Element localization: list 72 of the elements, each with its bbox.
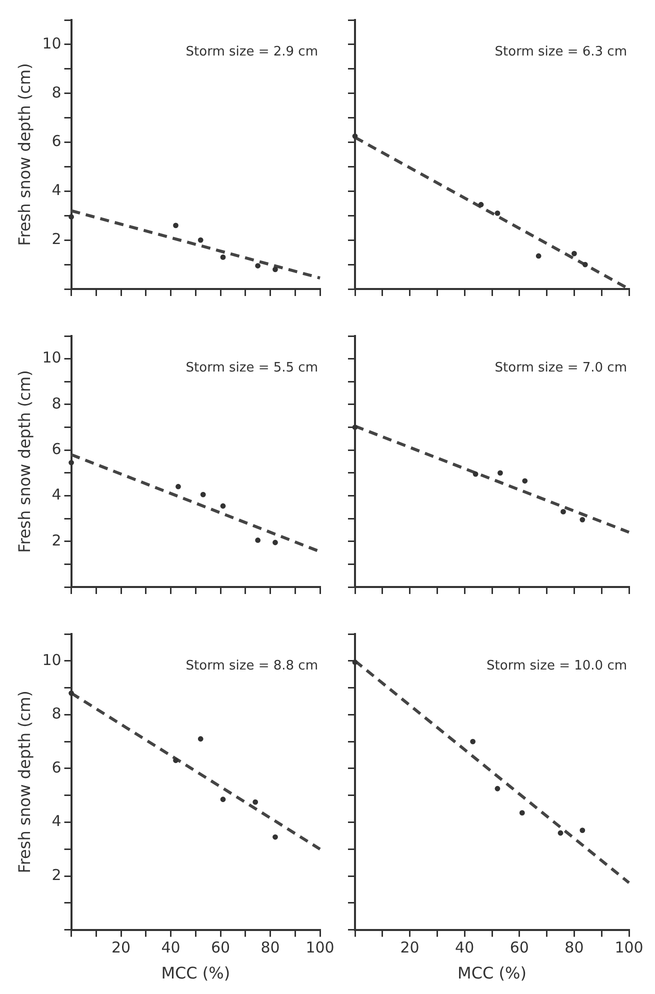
point	[255, 538, 261, 543]
y-tick-label: 8	[52, 394, 62, 412]
x-tick-label: 100	[614, 938, 644, 957]
point	[272, 834, 278, 840]
y-tick-label: 4	[52, 812, 62, 830]
y-tick-label: 2	[52, 866, 62, 884]
point	[200, 492, 206, 498]
x-tick-label: 40	[161, 938, 180, 957]
annotation: Storm size = 10.0 cm	[486, 658, 627, 674]
point	[220, 254, 226, 260]
point	[519, 810, 525, 816]
point	[522, 478, 528, 484]
point	[220, 503, 226, 509]
annotation: Storm size = 8.8 cm	[186, 658, 318, 674]
point	[68, 214, 74, 220]
point	[498, 470, 503, 476]
point	[536, 253, 542, 259]
point	[220, 796, 226, 802]
point	[176, 484, 181, 490]
point	[470, 738, 476, 744]
point	[252, 799, 258, 805]
y-tick-label: 10	[42, 650, 62, 669]
annotation: Storm size = 5.5 cm	[186, 360, 318, 376]
point	[352, 424, 358, 430]
y-axis-title: Fresh snow depth (cm)	[14, 63, 34, 246]
x-tick-label: 40	[455, 938, 474, 957]
point	[478, 202, 484, 208]
point	[572, 250, 577, 256]
x-axis-title: MCC (%)	[458, 964, 526, 983]
point	[173, 222, 178, 228]
point	[558, 830, 564, 836]
x-tick-label: 80	[260, 938, 280, 957]
point	[272, 266, 278, 272]
y-axis-title: Fresh snow depth (cm)	[14, 370, 34, 553]
point	[580, 516, 586, 522]
annotation: Storm size = 2.9 cm	[186, 44, 318, 60]
y-tick-label: 10	[42, 34, 62, 52]
annotation: Storm size = 6.3 cm	[494, 44, 627, 60]
annotation: Storm size = 7.0 cm	[494, 360, 627, 376]
point	[352, 660, 358, 665]
x-tick-label: 60	[210, 938, 230, 957]
x-tick-label: 80	[564, 938, 584, 957]
y-tick-label: 2	[52, 531, 62, 550]
y-tick-label: 8	[52, 704, 62, 723]
point	[272, 540, 278, 546]
point	[472, 471, 478, 477]
point	[494, 786, 500, 792]
point	[198, 237, 204, 243]
point	[198, 736, 204, 742]
point	[580, 828, 586, 834]
x-tick-label: 20	[111, 938, 131, 957]
x-tick-label: 20	[400, 938, 420, 957]
y-tick-label: 6	[52, 132, 62, 150]
x-axis-title: MCC (%)	[161, 964, 230, 983]
y-axis-title: Fresh snow depth (cm)	[14, 690, 34, 874]
point	[68, 460, 74, 466]
point	[255, 263, 261, 268]
x-tick-label: 60	[510, 938, 529, 957]
x-tick-label: 100	[306, 938, 334, 957]
point	[560, 509, 566, 514]
y-tick-label: 4	[52, 486, 62, 504]
y-tick-label: 4	[52, 181, 62, 200]
point	[582, 262, 588, 268]
y-tick-label: 2	[52, 230, 62, 248]
point	[494, 210, 500, 216]
y-tick-label: 8	[52, 83, 62, 102]
point	[352, 133, 358, 139]
point	[68, 690, 74, 696]
y-tick-label: 6	[52, 440, 62, 458]
y-tick-label: 6	[52, 758, 62, 776]
point	[173, 758, 178, 764]
y-tick-label: 10	[42, 348, 62, 367]
